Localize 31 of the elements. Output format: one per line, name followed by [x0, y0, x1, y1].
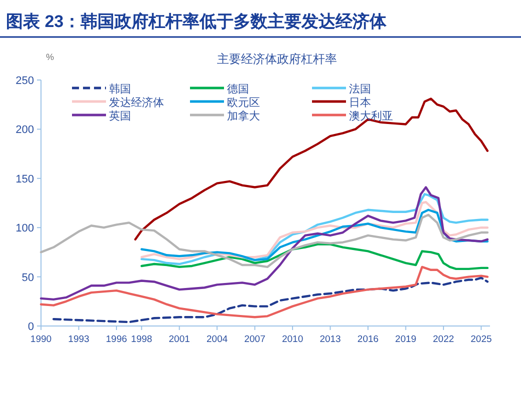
legend-label: 加拿大	[227, 110, 260, 122]
x-tick-label: 1993	[68, 334, 90, 345]
legend-label: 发达经济体	[109, 96, 164, 109]
legend-label: 德国	[227, 84, 249, 96]
chart-subtitle: 主要经济体政府杠杆率	[217, 52, 337, 66]
y-axis-title: %	[46, 52, 54, 62]
x-tick-label: 2016	[357, 334, 379, 345]
y-tick-label: 250	[16, 75, 34, 87]
x-tick-label: 1990	[30, 334, 52, 345]
x-tick-label: 2001	[168, 334, 190, 345]
y-tick-label: 200	[16, 124, 34, 136]
y-tick-label: 0	[28, 321, 34, 333]
x-tick-label: 2019	[395, 334, 416, 345]
y-tick-label: 150	[16, 173, 34, 186]
x-tick-label: 2007	[244, 334, 266, 345]
legend-label: 澳大利亚	[349, 110, 393, 122]
x-tick-label: 2010	[282, 334, 304, 345]
legend-label: 欧元区	[227, 97, 260, 109]
legend-label: 英国	[109, 110, 131, 122]
x-tick-label: 1996	[106, 334, 128, 345]
x-tick-label: 1998	[131, 334, 152, 345]
legend-label: 韩国	[109, 82, 131, 96]
x-tick-label: 2025	[470, 334, 492, 345]
y-tick-label: 50	[22, 272, 34, 284]
x-tick-label: 2004	[206, 334, 228, 345]
chart-title: 图表 23：韩国政府杠杆率低于多数主要发达经济体	[6, 12, 388, 31]
x-tick-label: 2013	[320, 334, 341, 345]
y-tick-label: 100	[16, 222, 34, 235]
legend-label: 日本	[349, 96, 371, 109]
x-tick-label: 2022	[432, 334, 454, 345]
legend-label: 法国	[349, 82, 371, 96]
